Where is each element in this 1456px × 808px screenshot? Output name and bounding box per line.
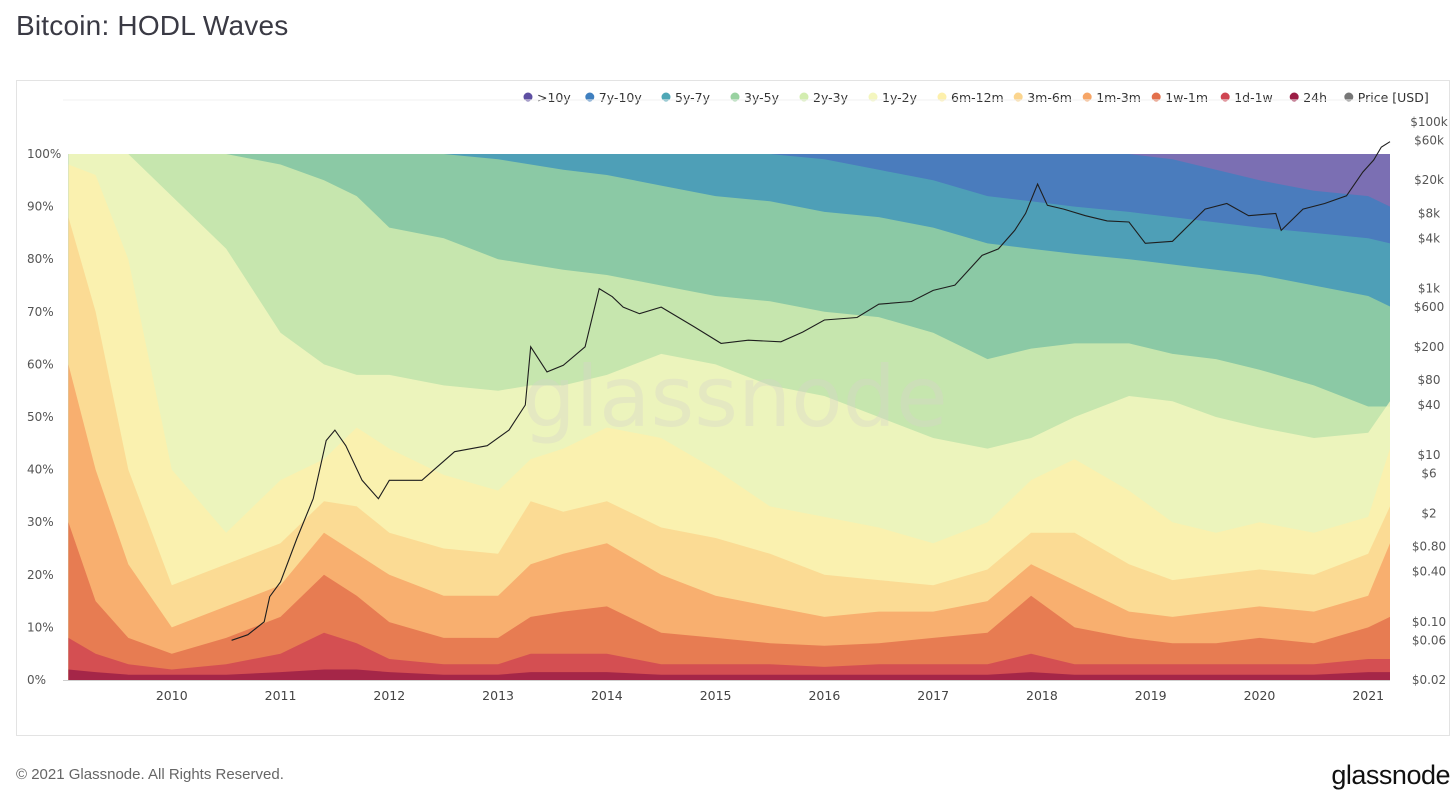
legend-dot bbox=[1220, 92, 1230, 102]
area-24h bbox=[68, 669, 1390, 680]
legend-item-2y-3y[interactable]: 2y-3y bbox=[799, 90, 849, 105]
x-tick-label: 2013 bbox=[482, 688, 514, 703]
right-tick-label: $8k bbox=[1418, 206, 1440, 220]
x-tick-label: 2019 bbox=[1135, 688, 1167, 703]
area-1d-1w bbox=[68, 632, 1390, 680]
legend-dot bbox=[730, 92, 740, 102]
legend-item-1w-1m[interactable]: 1w-1m bbox=[1151, 90, 1208, 105]
x-tick-label: 2021 bbox=[1352, 688, 1384, 703]
legend-item-1y-2y[interactable]: 1y-2y bbox=[868, 90, 918, 105]
right-tick-label: $2 bbox=[1421, 506, 1436, 520]
left-tick-label: 10% bbox=[27, 620, 54, 634]
legend: >10y 7y-10y 5y-7y 3y-5y 2y-3y 1y-2y 6m-12m 3m-6… bbox=[63, 90, 1429, 105]
x-tick-label: 2018 bbox=[1026, 688, 1058, 703]
x-tick-label: 2015 bbox=[700, 688, 732, 703]
legend-dot bbox=[1344, 92, 1354, 102]
legend-item-1d-1w[interactable]: 1d-1w bbox=[1220, 90, 1273, 105]
legend-label: 1m-3m bbox=[1096, 90, 1141, 105]
legend-label: 24h bbox=[1303, 90, 1327, 105]
right-tick-label: $0.06 bbox=[1412, 633, 1446, 647]
left-tick-label: 70% bbox=[27, 305, 54, 319]
glassnode-logo[interactable]: glassnode bbox=[1331, 760, 1450, 790]
right-tick-label: $60k bbox=[1414, 133, 1444, 147]
right-y-axis: $100k $60k $20k $8k $4k $1k $600 $200 $80 $40 $10 $… bbox=[1410, 115, 1448, 687]
right-tick-label: $80 bbox=[1418, 373, 1441, 387]
right-tick-label: $0.80 bbox=[1412, 540, 1446, 554]
legend-item-7y-10y[interactable]: 7y-10y bbox=[585, 90, 642, 105]
legend-dot bbox=[585, 92, 595, 102]
watermark-text: glassnode bbox=[522, 348, 947, 446]
legend-dot bbox=[1082, 92, 1092, 102]
legend-item-3y-5y[interactable]: 3y-5y bbox=[730, 90, 780, 105]
right-tick-label: $20k bbox=[1414, 173, 1444, 187]
area-1m-3m bbox=[68, 364, 1390, 680]
legend-item-1m-3m[interactable]: 1m-3m bbox=[1082, 90, 1141, 105]
left-tick-label: 50% bbox=[27, 410, 54, 424]
legend-label: >10y bbox=[537, 90, 571, 105]
right-tick-label: $0.10 bbox=[1412, 615, 1446, 629]
left-tick-label: 100% bbox=[27, 147, 61, 161]
chart-frame: >10y 7y-10y 5y-7y 3y-5y 2y-3y 1y-2y 6m-12m 3m-6… bbox=[16, 80, 1450, 736]
price-line bbox=[231, 141, 1391, 641]
legend-item-6m-12m[interactable]: 6m-12m bbox=[937, 90, 1004, 105]
legend-label: 7y-10y bbox=[599, 90, 643, 105]
x-tick-label: 2017 bbox=[917, 688, 949, 703]
legend-item-price-usd-[interactable]: Price [USD] bbox=[1344, 90, 1429, 105]
x-tick-label: 2011 bbox=[265, 688, 297, 703]
x-tick-label: 2020 bbox=[1244, 688, 1276, 703]
legend-dot bbox=[799, 92, 809, 102]
right-tick-label: $40 bbox=[1418, 398, 1441, 412]
left-tick-label: 20% bbox=[27, 568, 54, 582]
legend-item--10y[interactable]: >10y bbox=[523, 90, 572, 105]
legend-dot bbox=[661, 92, 671, 102]
right-tick-label: $200 bbox=[1414, 340, 1445, 354]
right-tick-label: $4k bbox=[1418, 231, 1440, 245]
hodl-waves-chart: >10y 7y-10y 5y-7y 3y-5y 2y-3y 1y-2y 6m-12m 3m-6… bbox=[27, 90, 1448, 703]
legend-dot bbox=[1013, 92, 1023, 102]
legend-label: 1w-1m bbox=[1165, 90, 1208, 105]
legend-dot bbox=[523, 92, 533, 102]
legend-dot bbox=[1289, 92, 1299, 102]
left-tick-label: 90% bbox=[27, 200, 54, 214]
right-tick-label: $100k bbox=[1410, 115, 1448, 129]
x-tick-label: 2010 bbox=[156, 688, 188, 703]
right-tick-label: $0.02 bbox=[1412, 673, 1446, 687]
left-tick-label: 40% bbox=[27, 463, 54, 477]
legend-dot bbox=[1151, 92, 1161, 102]
legend-label: 3m-6m bbox=[1027, 90, 1072, 105]
legend-item-5y-7y[interactable]: 5y-7y bbox=[661, 90, 711, 105]
stacked-areas bbox=[68, 154, 1390, 680]
legend-label: 1y-2y bbox=[882, 90, 918, 105]
legend-dot bbox=[937, 92, 947, 102]
page-title: Bitcoin: HODL Waves bbox=[16, 10, 289, 41]
legend-label: 6m-12m bbox=[951, 90, 1004, 105]
copyright-text: © 2021 Glassnode. All Rights Reserved. bbox=[16, 766, 284, 783]
left-tick-label: 80% bbox=[27, 252, 54, 266]
legend-item-3m-6m[interactable]: 3m-6m bbox=[1013, 90, 1072, 105]
legend-label: Price [USD] bbox=[1358, 90, 1429, 105]
right-tick-label: $600 bbox=[1414, 300, 1445, 314]
right-tick-label: $1k bbox=[1418, 282, 1440, 296]
left-tick-label: 0% bbox=[27, 673, 46, 687]
legend-label: 3y-5y bbox=[744, 90, 780, 105]
x-tick-label: 2014 bbox=[591, 688, 623, 703]
left-y-axis: 0% 10% 20% 30% 40% 50% 60% 70% 80% 90% 100% bbox=[27, 147, 61, 687]
area-1w-1m bbox=[68, 522, 1390, 680]
right-tick-label: $0.40 bbox=[1412, 565, 1446, 579]
area-3m-6m bbox=[68, 217, 1390, 680]
x-tick-label: 2012 bbox=[373, 688, 405, 703]
x-axis: 2010 2011 2012 2013 2014 2015 2016 2017 2018 2019… bbox=[63, 680, 1390, 703]
legend-label: 5y-7y bbox=[675, 90, 711, 105]
right-tick-label: $10 bbox=[1418, 448, 1441, 462]
legend-label: 1d-1w bbox=[1234, 90, 1273, 105]
right-tick-label: $6 bbox=[1421, 467, 1436, 481]
legend-dot bbox=[868, 92, 878, 102]
legend-label: 2y-3y bbox=[813, 90, 849, 105]
price-line-group bbox=[231, 141, 1391, 641]
left-tick-label: 60% bbox=[27, 357, 54, 371]
left-tick-label: 30% bbox=[27, 515, 54, 529]
x-tick-label: 2016 bbox=[808, 688, 840, 703]
legend-item-24h[interactable]: 24h bbox=[1289, 90, 1327, 105]
